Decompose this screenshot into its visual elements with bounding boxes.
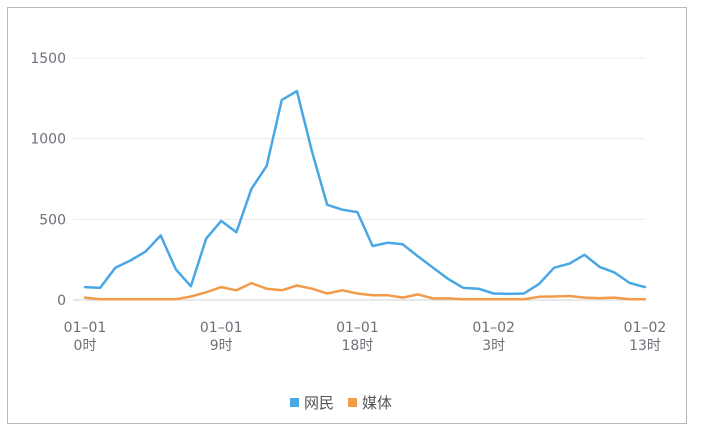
legend-swatch[interactable]	[348, 398, 357, 407]
x-tick: 01–02 3时	[472, 320, 515, 354]
x-tick-label-hour: 18时	[342, 338, 374, 354]
series-line-1	[83, 281, 647, 301]
x-tick-label-date: 01–02	[472, 320, 515, 336]
x-axis-ticks: 01–01 0时 01–01 9时 01–01 18时 01–02 3时 01–02 13时	[64, 320, 667, 354]
y-axis-ticks: 0 500 1000 1500	[30, 51, 66, 309]
x-tick: 01–02 13时	[624, 320, 667, 354]
y-tick-label: 1000	[30, 132, 66, 148]
x-tick-label-hour: 9时	[210, 338, 233, 354]
series-lines	[83, 89, 647, 301]
legend-label[interactable]: 媒体	[362, 394, 392, 412]
legend-label[interactable]: 网民	[304, 394, 334, 412]
x-tick-label-hour: 13时	[629, 338, 661, 354]
x-tick-label-date: 01–01	[200, 320, 243, 336]
grid-lines	[73, 57, 645, 301]
x-tick-label-date: 01–01	[336, 320, 379, 336]
x-tick: 01–01 9时	[200, 320, 243, 354]
x-tick-label-hour: 0时	[74, 338, 97, 354]
chart-frame	[7, 7, 687, 424]
y-tick-label: 500	[39, 212, 66, 228]
y-tick-label: 0	[57, 293, 66, 309]
x-tick-label-date: 01–01	[64, 320, 107, 336]
x-tick: 01–01 0时	[64, 320, 107, 354]
legend: 网民 媒体	[290, 394, 392, 412]
legend-swatch[interactable]	[290, 398, 299, 407]
y-tick-label: 1500	[30, 51, 66, 67]
series-line-0	[83, 89, 647, 296]
x-tick-label-date: 01–02	[624, 320, 667, 336]
x-tick-label-hour: 3时	[482, 338, 505, 354]
x-tick: 01–01 18时	[336, 320, 379, 354]
